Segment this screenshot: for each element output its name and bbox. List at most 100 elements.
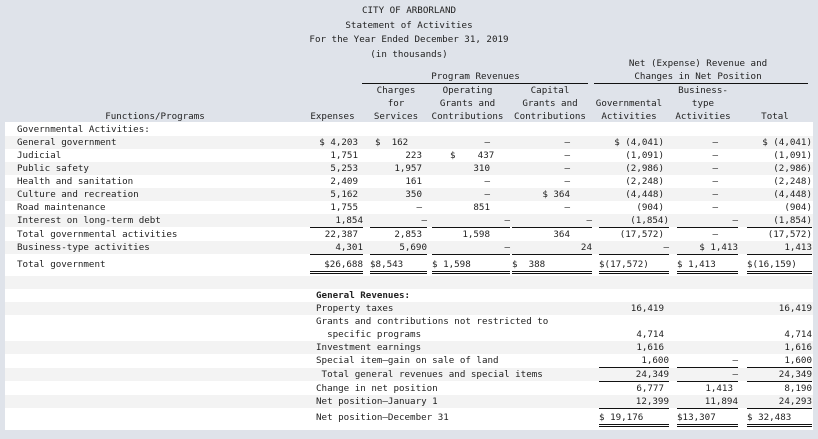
business-value: $ 1,413 (677, 241, 738, 255)
business-value: $13,307 (677, 411, 738, 427)
table-row: Public safety 5,253 1,957 310 – (2,986) … (5, 162, 813, 175)
row-label: Culture and recreation (17, 189, 139, 200)
total-value: 1,616 (784, 342, 812, 353)
capital-value: – (564, 202, 570, 213)
total-value: 1,413 (747, 241, 812, 255)
expenses-value: 22,387 (324, 229, 358, 240)
table-row: General government $ 4,203 $ 162 – – $ (… (5, 136, 813, 149)
total-value: 4,714 (784, 329, 812, 340)
row-label: Judicial (17, 150, 62, 161)
charges-value: 1,957 (394, 163, 422, 174)
business-value: – (712, 202, 718, 213)
charges-value: – (370, 214, 427, 228)
total-value: (2,248) (773, 176, 812, 187)
row-label: Net position–December 31 (316, 412, 449, 423)
header-business-1: Business- (678, 85, 728, 96)
expenses-value: 5,162 (330, 189, 358, 200)
table-row: Investment earnings 1,616 1,616 (5, 341, 813, 354)
governmental-value: 24,349 (599, 368, 669, 382)
governmental-value: (1,854) (599, 214, 669, 228)
charges-value: – (416, 202, 422, 213)
total-value: $ 32,483 (747, 411, 812, 427)
header-business-2: type (691, 98, 715, 109)
operating-value: – (484, 176, 490, 187)
business-value: – (712, 150, 718, 161)
business-value: – (712, 137, 718, 148)
statement-title: CITY OF ARBORLAND Statement of Activitie… (300, 4, 518, 62)
total-value: (1,091) (773, 150, 812, 161)
table-row: Health and sanitation 2,409 161 – – (2,2… (5, 175, 813, 188)
governmental-value: (1,091) (625, 150, 664, 161)
row-label: Total governmental activities (17, 229, 178, 240)
table-row: Grants and contributions not restricted … (5, 315, 813, 341)
total-value: 8,190 (784, 383, 812, 394)
operating-value: 851 (473, 202, 490, 213)
header-functions: Functions/Programs (105, 111, 205, 122)
header-program-revenues: Program Revenues (431, 71, 520, 82)
spacer-row (5, 276, 813, 289)
header-operating-3: Contributions (431, 111, 504, 122)
header-total: Total (761, 111, 789, 122)
governmental-value: 1,600 (599, 354, 669, 368)
header-charges-2: for (387, 98, 405, 109)
section-heading: Governmental Activities: (17, 124, 150, 135)
table-row: Change in net position 6,777 1,413 8,190 (5, 382, 813, 395)
total-value: 16,419 (778, 303, 812, 314)
governmental-value: 16,419 (630, 303, 664, 314)
capital-value: $ 388 (512, 258, 592, 274)
governmental-value: $(17,572) (599, 258, 669, 274)
operating-value: 310 (473, 163, 490, 174)
row-label: Net position–January 1 (316, 396, 438, 407)
operating-value: 1,598 (462, 229, 490, 240)
business-value: 1,413 (705, 383, 733, 394)
governmental-value: (4,448) (625, 189, 664, 200)
table-row-subtotal: Total governmental activities 22,387 2,8… (5, 228, 813, 241)
total-value: (904) (784, 202, 812, 213)
total-value: (17,572) (767, 229, 812, 240)
row-label: Total general revenues and special items (316, 369, 543, 380)
business-value: 11,894 (677, 395, 738, 409)
governmental-value: $ 19,176 (599, 411, 669, 427)
net-position-rule (594, 83, 808, 84)
operating-value: – (432, 214, 510, 228)
header-business-3: Activities (675, 111, 731, 122)
total-value: 24,293 (747, 395, 812, 409)
row-label: General government (17, 137, 117, 148)
table-row-subtotal: Total general revenues and special items… (5, 368, 813, 382)
table-row: Culture and recreation 5,162 350 – $ 364… (5, 188, 813, 201)
total-value: 24,349 (747, 368, 812, 382)
table-row: Special item–gain on sale of land 1,600 … (5, 354, 813, 368)
business-value: – (712, 189, 718, 200)
capital-value: – (512, 214, 592, 228)
row-label: Change in net position (316, 383, 438, 394)
business-value: – (677, 368, 738, 382)
total-value: (2,986) (773, 163, 812, 174)
header-governmental-1: Governmental (595, 98, 663, 109)
business-value: – (712, 229, 718, 240)
header-capital-2: Grants and (522, 98, 578, 109)
charges-value: 350 (405, 189, 422, 200)
governmental-value: 6,777 (636, 383, 664, 394)
governmental-value: (17,572) (619, 229, 664, 240)
header-charges-1: Charges (376, 85, 416, 96)
operating-value: $ 437 (450, 150, 495, 161)
total-value: $(16,159) (747, 258, 812, 274)
expenses-value: 2,409 (330, 176, 358, 187)
charges-value: $ 162 (375, 137, 409, 148)
business-value: – (712, 163, 718, 174)
business-value: – (677, 214, 738, 228)
table-row: Interest on long-term debt 1,854 – – – (… (5, 214, 813, 228)
title-statement: Statement of Activities (345, 19, 473, 31)
table-row: Road maintenance 1,755 – 851 – (904) – (… (5, 201, 813, 214)
charges-value: $8,543 (370, 258, 427, 274)
header-capital-1: Capital (530, 85, 570, 96)
header-expenses: Expenses (310, 111, 355, 122)
total-value: (4,448) (773, 189, 812, 200)
section-heading: General Revenues: (316, 290, 411, 301)
capital-value: – (564, 137, 570, 148)
expenses-value: 1,854 (310, 214, 363, 228)
header-operating-1: Operating (442, 85, 493, 96)
row-label: Road maintenance (17, 202, 106, 213)
expenses-value: 1,755 (330, 202, 358, 213)
header-operating-2: Grants and (439, 98, 496, 109)
